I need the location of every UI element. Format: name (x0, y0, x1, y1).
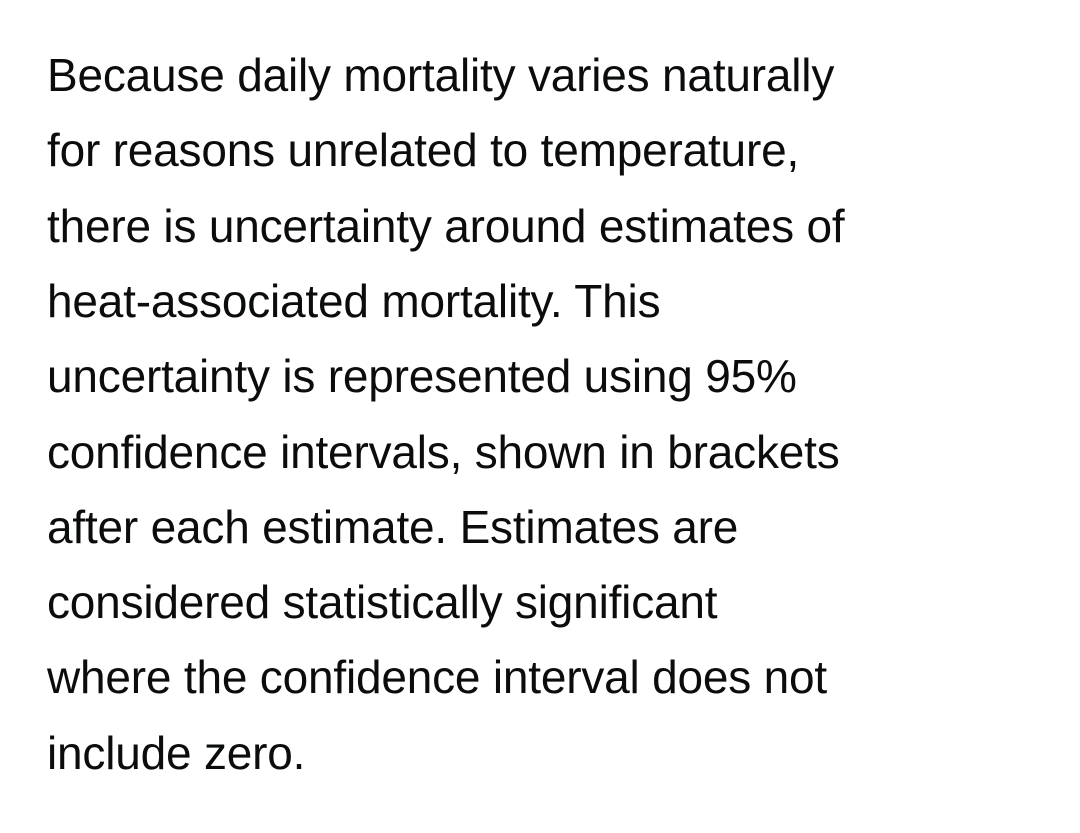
text-line: considered statistically significant (47, 576, 718, 629)
text-line: heat-associated mortality. This (47, 274, 661, 327)
text-line: where the confidence interval does not (47, 651, 828, 704)
text-line: include zero. (47, 726, 306, 779)
text-line: Because daily mortality varies naturally (47, 49, 835, 101)
text-line: there is uncertainty around estimates of (47, 199, 845, 252)
text-line: after each estimate. Estimates are (47, 500, 739, 553)
text-line: confidence intervals, shown in brackets (47, 425, 840, 478)
text-line: uncertainty is represented using 95% (47, 350, 797, 403)
text-line: for reasons unrelated to temperature, (47, 124, 800, 177)
